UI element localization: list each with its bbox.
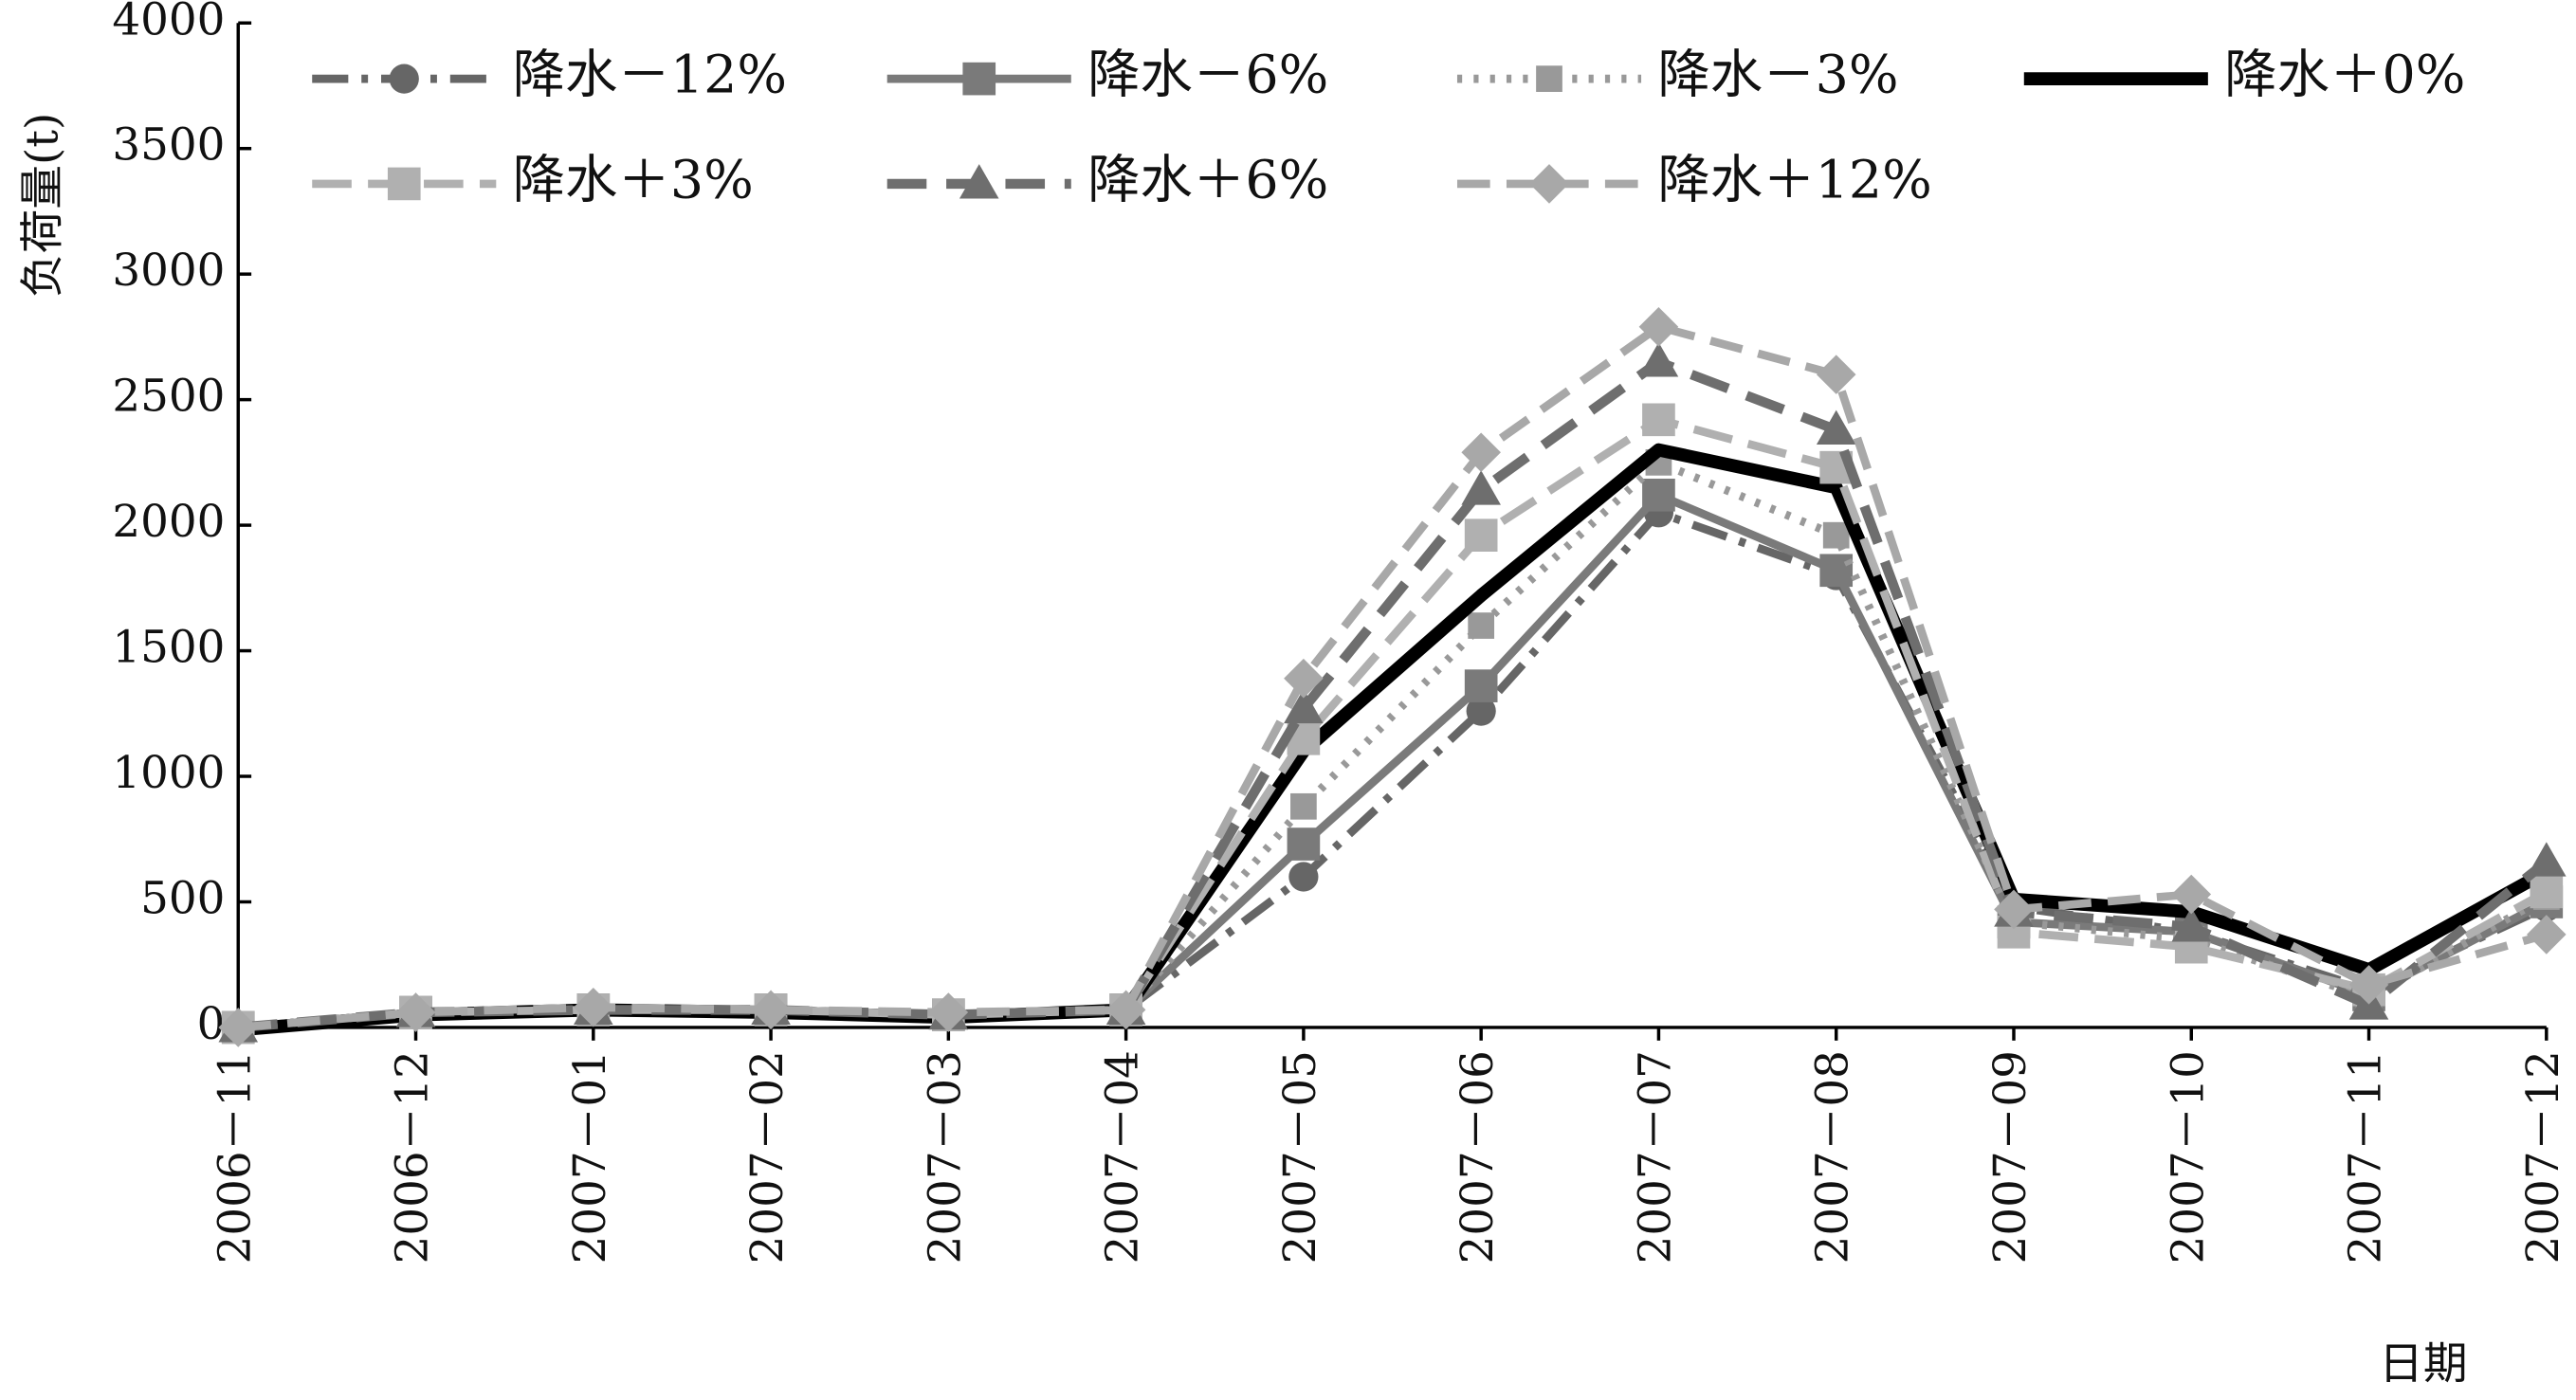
x-tick-label: 2007－10	[2163, 1050, 2214, 1264]
legend-label: 降水＋12%	[1657, 150, 1931, 210]
legend-label: 降水－12%	[513, 45, 787, 106]
legend-label: 降水－3%	[1657, 45, 1898, 106]
series	[221, 403, 2564, 1045]
data-point	[1287, 827, 1321, 861]
legend-label: 降水－6%	[1087, 45, 1328, 106]
data-point	[1816, 409, 1856, 445]
data-point	[2530, 875, 2564, 909]
data-point	[1464, 669, 1498, 702]
x-tick-label: 2007－07	[1630, 1050, 1681, 1264]
x-tick-label: 2007－06	[1452, 1050, 1504, 1264]
legend-label: 降水＋0%	[2224, 45, 2465, 106]
data-point	[1461, 470, 1501, 505]
data-point	[1816, 355, 1856, 394]
data-point	[1468, 612, 1495, 639]
x-tick-label: 2007－12	[2518, 1050, 2569, 1264]
data-point	[1461, 432, 1501, 473]
x-tick-label: 2007－02	[742, 1050, 794, 1264]
x-tick-label: 2006－12	[388, 1050, 439, 1264]
data-point	[1284, 688, 1324, 724]
data-point	[2527, 842, 2567, 877]
x-tick-label: 2007－01	[565, 1050, 616, 1264]
series-line	[237, 356, 2550, 1033]
y-tick-label: 1500	[112, 623, 225, 674]
x-tick-label: 2007－05	[1275, 1050, 1326, 1264]
y-tick-label: 2500	[112, 372, 225, 423]
x-axis-label: 日期	[2379, 1338, 2468, 1390]
legend-marker	[1529, 164, 1569, 204]
data-point	[1105, 990, 1146, 1030]
data-point	[2171, 874, 2212, 915]
x-tick-label: 2007－03	[920, 1050, 971, 1264]
data-point	[1642, 478, 1675, 512]
data-point	[1290, 792, 1317, 820]
legend-marker	[959, 164, 999, 199]
x-tick-label: 2007－11	[2341, 1050, 2392, 1264]
data-point	[2348, 965, 2389, 1005]
x-tick-label: 2007－08	[1808, 1050, 1859, 1264]
y-axis-label: 负荷量(t)	[18, 113, 69, 298]
legend-marker	[1536, 65, 1562, 92]
y-tick-label: 0	[197, 999, 226, 1050]
data-point	[1994, 889, 2034, 930]
data-point	[928, 992, 969, 1032]
y-tick-label: 2000	[112, 497, 225, 548]
series-line	[237, 322, 2548, 1032]
data-point	[395, 992, 436, 1032]
data-point	[1819, 554, 1854, 588]
y-tick-label: 3000	[112, 245, 225, 297]
legend-label: 降水＋3%	[513, 150, 754, 210]
data-point	[2527, 915, 2567, 955]
data-point	[1288, 862, 1319, 892]
y-tick-label: 1000	[112, 748, 225, 799]
legend: 降水－12% 降水－6% 降水－3% 降水＋0% 降水＋3% 降水＋6% 降水＋12%	[312, 45, 2465, 210]
y-tick-label: 3500	[112, 120, 225, 172]
data-point	[2171, 907, 2212, 942]
legend-marker	[387, 167, 421, 201]
data-point	[1466, 696, 1496, 726]
legend-label: 降水＋6%	[1087, 150, 1328, 210]
y-tick-label: 500	[140, 873, 225, 924]
x-tick-label: 2007－04	[1098, 1050, 1149, 1264]
data-point	[1822, 521, 1850, 549]
data-point	[1464, 518, 1498, 553]
x-tick-label: 2007－09	[1985, 1050, 2037, 1264]
legend-marker	[389, 64, 419, 94]
x-tick-label: 2006－11	[210, 1050, 261, 1264]
data-point	[1638, 342, 1679, 377]
data-point	[218, 1008, 259, 1047]
y-tick-label: 4000	[112, 0, 225, 45]
series-line	[237, 415, 2549, 1032]
legend-marker	[962, 62, 996, 96]
data-point	[1642, 403, 1675, 437]
series-line	[237, 458, 2549, 1032]
